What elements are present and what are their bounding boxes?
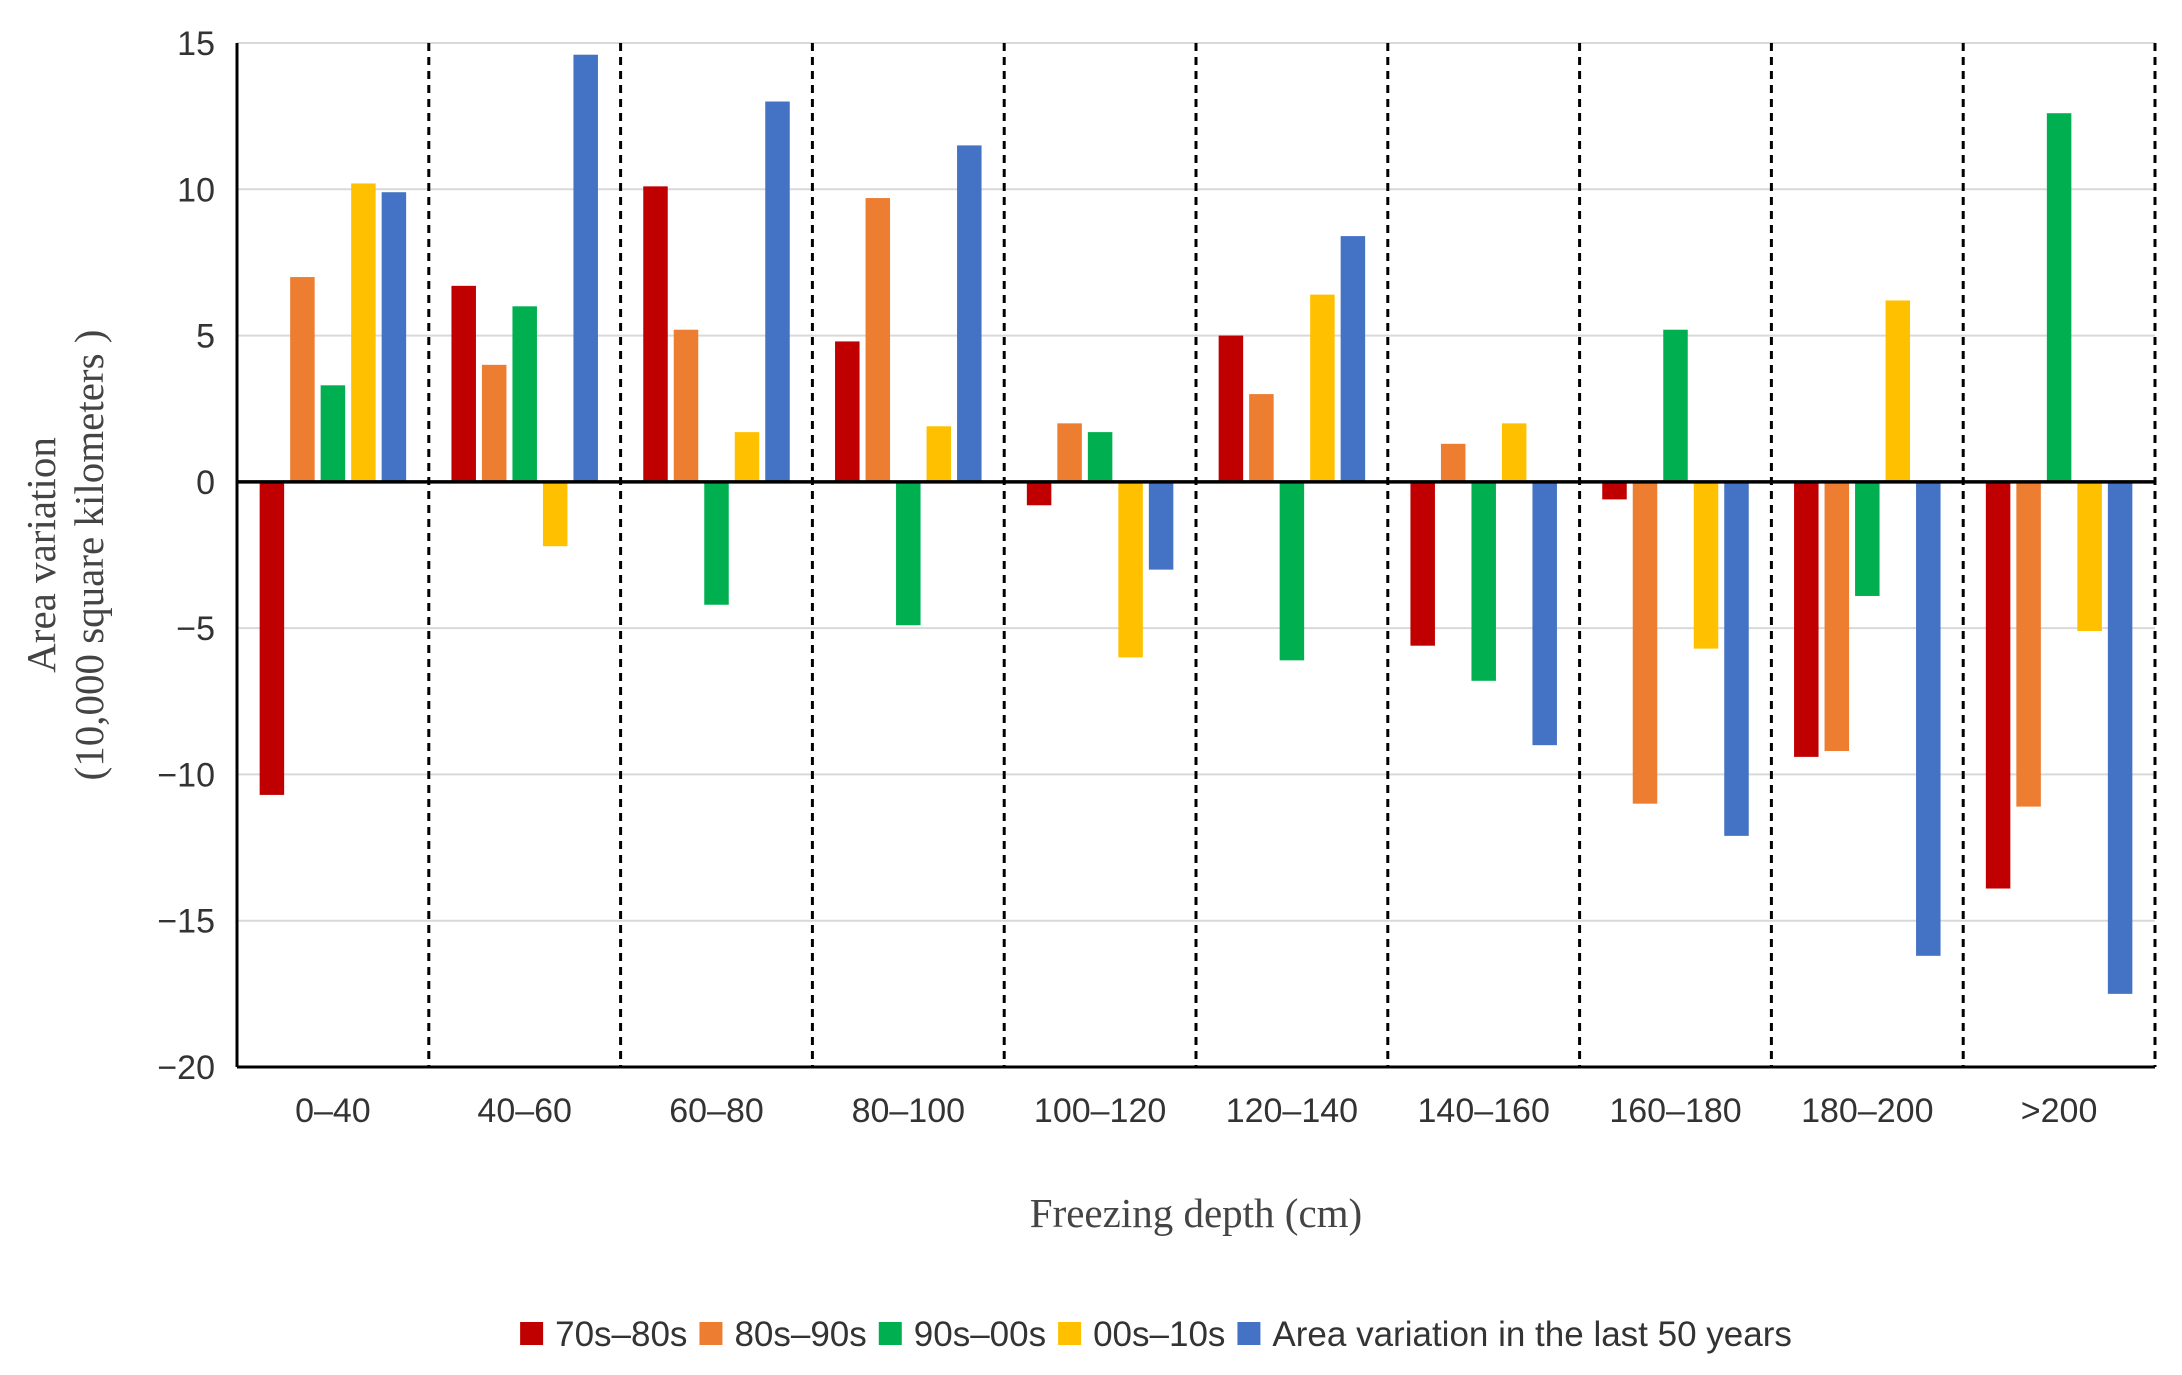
bar-180-200-series-4: [1885, 300, 1911, 482]
bar-80-100-series-1: [835, 341, 860, 482]
y-tick-label: −15: [157, 903, 215, 941]
bar-60-80-series-2: [673, 329, 699, 482]
bar-140-160-series-4: [1501, 423, 1527, 482]
legend-swatch: [1058, 1322, 1082, 1345]
bar-140-160-series-3: [1471, 481, 1496, 681]
x-tick-label: 120–140: [1226, 1092, 1358, 1130]
x-axis-title: Freezing depth (cm): [1030, 1190, 1362, 1236]
bar-40-60-series-2: [481, 364, 507, 482]
bar-120-140-series-3: [1279, 481, 1305, 661]
legend-label: 90s–00s: [914, 1315, 1046, 1354]
legend-label: Area variation in the last 50 years: [1272, 1315, 1791, 1354]
bar-100-120-series-2: [1057, 423, 1082, 482]
y-tick-label: 5: [196, 318, 215, 356]
legend-item: 00s–10s: [1058, 1315, 1225, 1354]
bar-40-60-series-4: [542, 481, 568, 547]
bar-120-140-series-2: [1249, 394, 1274, 482]
bar->200-series-3: [2046, 113, 2072, 482]
bar-40-60-series-1: [451, 285, 476, 482]
x-tick-label: 40–60: [477, 1092, 572, 1130]
legend-item: 80s–90s: [699, 1315, 867, 1354]
bar-120-140-series-1: [1218, 335, 1244, 482]
bar-100-120-series-4: [1118, 481, 1143, 658]
x-tick-label: 100–120: [1034, 1092, 1166, 1130]
x-tick-label: 160–180: [1609, 1092, 1741, 1130]
bar-100-120-series-1: [1026, 481, 1052, 506]
bar-0-40-series-5: [381, 192, 407, 482]
legend-label: 80s–90s: [734, 1315, 866, 1354]
x-tick-label: >200: [2021, 1092, 2098, 1130]
x-tick-label: 140–160: [1418, 1092, 1550, 1130]
bar-60-80-series-1: [643, 186, 668, 482]
y-axis-title-line-2: (10,000 square kilometers ): [66, 330, 112, 781]
bar-0-40-series-2: [290, 277, 315, 482]
bar-80-100-series-4: [926, 426, 952, 482]
bar-120-140-series-4: [1310, 294, 1335, 482]
bar-160-180-series-1: [1602, 481, 1627, 500]
y-tick-label: −5: [176, 610, 215, 648]
legend-swatch: [878, 1322, 902, 1345]
bar-160-180-series-2: [1632, 481, 1658, 804]
bar-160-180-series-3: [1663, 329, 1688, 482]
legend-swatch: [1237, 1322, 1261, 1345]
bar-140-160-series-2: [1440, 443, 1466, 482]
legend-swatch: [520, 1322, 544, 1345]
bar-40-60-series-3: [512, 306, 537, 482]
bar-80-100-series-2: [865, 198, 891, 482]
bar-160-180-series-5: [1724, 481, 1749, 836]
bar-0-40-series-1: [259, 481, 285, 795]
y-tick-label: −20: [157, 1049, 215, 1087]
x-tick-label: 80–100: [852, 1092, 965, 1130]
bar-140-160-series-5: [1532, 481, 1557, 746]
y-tick-label: 0: [196, 464, 215, 502]
x-tick-label: 60–80: [669, 1092, 764, 1130]
x-tick-label: 180–200: [1801, 1092, 1933, 1130]
bar-120-140-series-5: [1340, 236, 1366, 482]
bar->200-series-5: [2107, 481, 2133, 994]
bar-60-80-series-3: [704, 481, 729, 605]
y-tick-label: 10: [177, 171, 215, 209]
axes: [235, 43, 2155, 1069]
legend-label: 00s–10s: [1093, 1315, 1225, 1354]
bar-180-200-series-5: [1916, 481, 1941, 956]
legend-label: 70s–80s: [555, 1315, 687, 1354]
y-tick-label: 15: [177, 25, 215, 63]
bar-0-40-series-3: [320, 385, 346, 482]
bar-40-60-series-5: [573, 54, 598, 482]
legend-item: 70s–80s: [520, 1315, 687, 1354]
bar-100-120-series-5: [1148, 481, 1174, 570]
legend-item: 90s–00s: [878, 1315, 1046, 1354]
y-axis-title-line-1: Area variation: [18, 437, 64, 673]
legend-item: Area variation in the last 50 years: [1237, 1315, 1792, 1354]
gridlines: [237, 42, 2157, 1068]
bar-60-80-series-5: [765, 101, 790, 482]
labels: 15 10 5 0 −5 −10 −15 −20 0–40 40–60 60–80 80–100 100…: [18, 25, 2097, 1236]
bar-80-100-series-3: [896, 481, 921, 626]
bar-0-40-series-4: [351, 183, 376, 482]
bar-60-80-series-4: [734, 432, 760, 482]
y-tick-label: −10: [157, 756, 215, 794]
bar-180-200-series-2: [1824, 481, 1850, 752]
legend: 70s–80s 80s–90s 90s–00s 00s–10s Area variati…: [520, 1315, 1792, 1354]
bar->200-series-1: [1985, 481, 2011, 889]
bar-80-100-series-5: [957, 145, 982, 482]
bar-180-200-series-3: [1855, 481, 1880, 596]
bar->200-series-4: [2077, 481, 2102, 632]
bar-140-160-series-1: [1410, 481, 1435, 646]
legend-swatch: [699, 1322, 723, 1345]
bars: [259, 54, 2133, 994]
bar-160-180-series-4: [1693, 481, 1719, 649]
x-tick-label: 0–40: [295, 1092, 371, 1130]
bar-180-200-series-1: [1794, 481, 1819, 757]
bar->200-series-2: [2016, 481, 2041, 807]
bar-100-120-series-3: [1087, 432, 1113, 482]
